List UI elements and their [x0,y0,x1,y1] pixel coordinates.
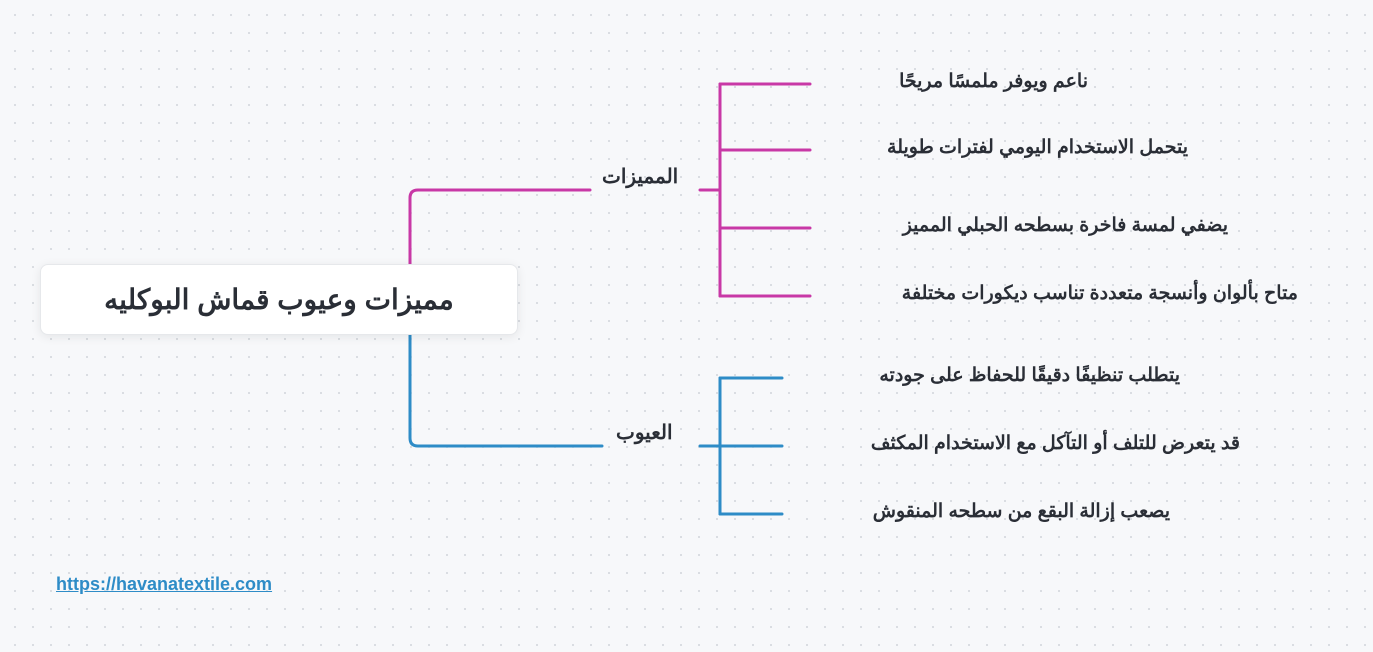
leaf-pros-3: متاح بألوان وأنسجة متعددة تناسب ديكورات … [828,282,1298,305]
leaf-pros-0: ناعم ويوفر ملمسًا مريحًا [828,70,1088,93]
leaf-pros-1: يتحمل الاستخدام اليومي لفترات طويلة [828,136,1188,159]
leaf-cons-2: يصعب إزالة البقع من سطحه المنقوش [800,500,1170,523]
branch-label-cons: العيوب [616,420,673,445]
leaf-cons-1: قد يتعرض للتلف أو التآكل مع الاستخدام ال… [800,432,1240,455]
source-link[interactable]: https://havanatextile.com [56,574,272,595]
branch-label-pros: المميزات [602,164,678,189]
leaf-cons-0: يتطلب تنظيفًا دقيقًا للحفاظ على جودته [800,364,1180,387]
mindmap-root-node: مميزات وعيوب قماش البوكليه [40,264,518,335]
leaf-pros-2: يضفي لمسة فاخرة بسطحه الحبلي المميز [828,214,1228,237]
